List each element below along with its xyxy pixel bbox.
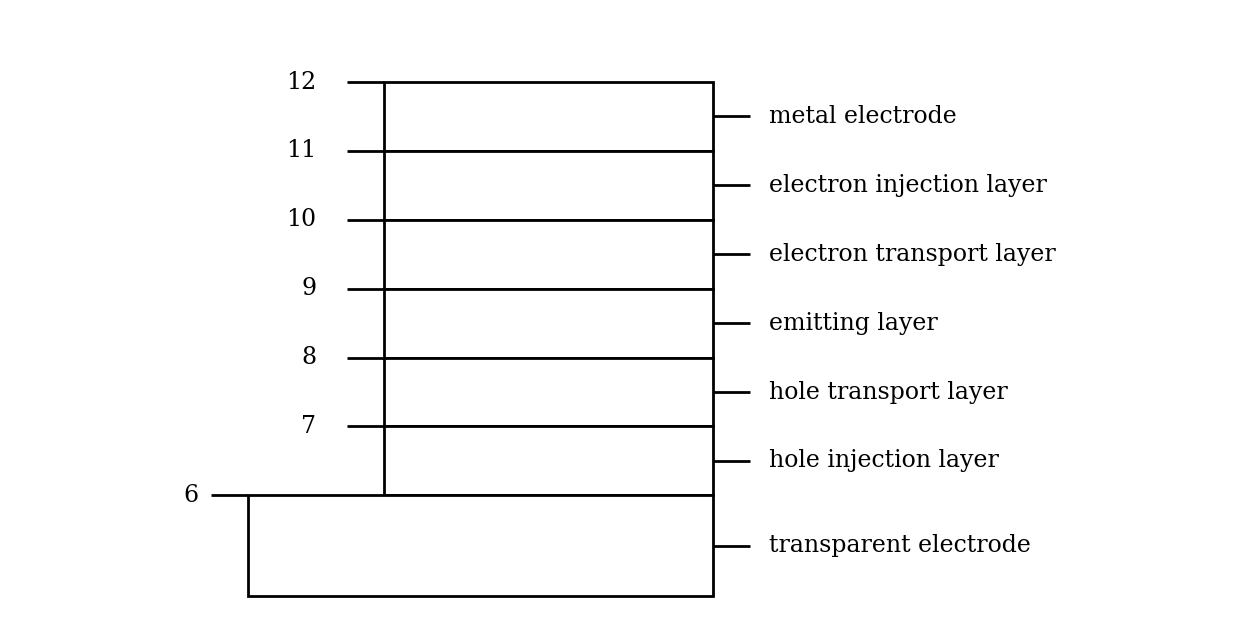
Text: electron injection layer: electron injection layer [769, 174, 1047, 197]
Bar [384, 358, 713, 427]
Bar [384, 427, 713, 495]
Bar [384, 289, 713, 358]
Text: 6: 6 [184, 484, 198, 507]
Bar [384, 220, 713, 289]
Text: 10: 10 [286, 208, 316, 232]
Text: metal electrode: metal electrode [769, 105, 956, 128]
Text: 12: 12 [286, 71, 316, 93]
Text: emitting layer: emitting layer [769, 312, 937, 334]
Text: 11: 11 [286, 139, 316, 162]
Text: hole injection layer: hole injection layer [769, 449, 998, 473]
Text: 8: 8 [301, 346, 316, 369]
Text: 9: 9 [301, 277, 316, 300]
Text: hole transport layer: hole transport layer [769, 380, 1008, 403]
Bar [384, 151, 713, 220]
Bar [248, 495, 713, 596]
Text: 7: 7 [301, 415, 316, 438]
Text: transparent electrode: transparent electrode [769, 534, 1030, 557]
Text: electron transport layer: electron transport layer [769, 243, 1055, 266]
Bar [384, 82, 713, 151]
